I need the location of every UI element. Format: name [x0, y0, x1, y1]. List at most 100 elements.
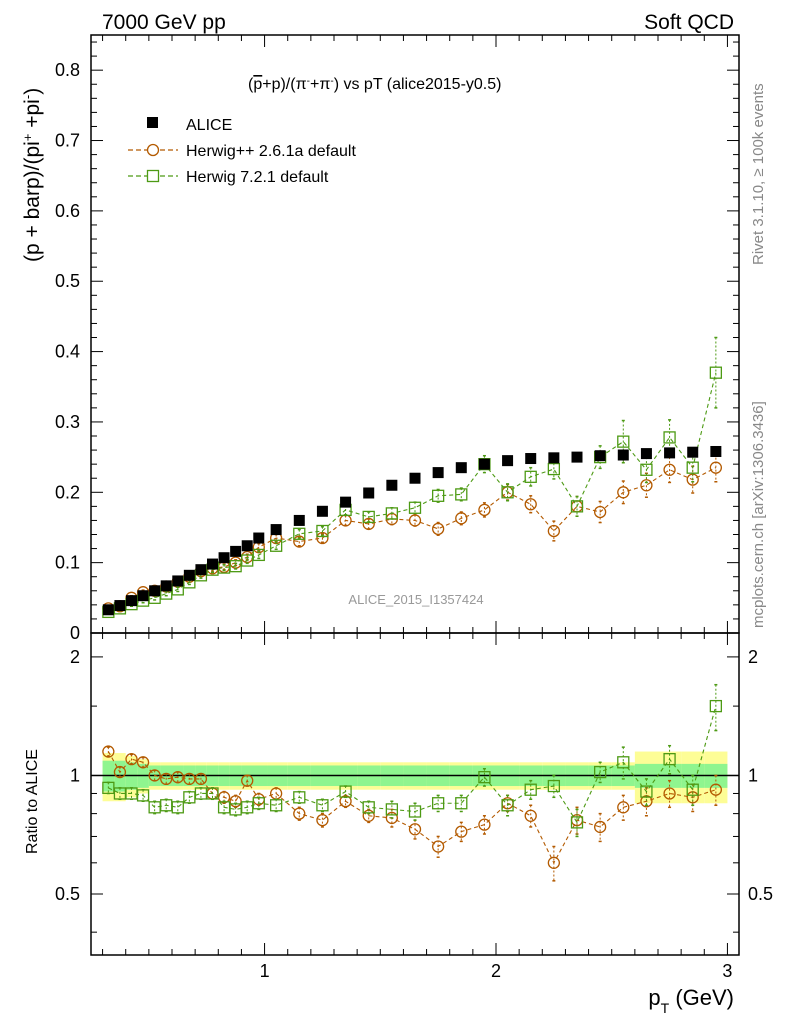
- alice-point: [218, 552, 230, 564]
- y-tick-label: 2: [70, 647, 80, 667]
- alice-point: [594, 450, 606, 462]
- alice-point: [340, 496, 352, 508]
- herwigpp-point: [524, 498, 537, 511]
- ratio-herwigpp-point: [125, 753, 138, 766]
- herwigpp-point: [547, 524, 561, 538]
- herwigpp-point: [478, 503, 491, 517]
- herwig7-point: [663, 431, 676, 444]
- ratio-herwigpp-point: [478, 818, 491, 831]
- herwig7-point: [362, 510, 375, 524]
- ratio-herwigpp-point: [194, 772, 208, 786]
- ratio-herwigpp-point: [455, 825, 468, 838]
- y-tick-label: 0.5: [55, 884, 80, 904]
- alice-point: [126, 595, 137, 607]
- ratio-herwigpp-point: [293, 807, 306, 820]
- y-tick-label: 1: [748, 765, 758, 785]
- ratio-herwig7-point: [524, 783, 537, 796]
- y-tick-label: 0.4: [55, 342, 80, 362]
- title-pbar: p: [253, 76, 262, 93]
- ratio-herwigpp-point: [547, 856, 561, 869]
- ratio-herwig7-point: [547, 779, 561, 793]
- ratio-herwigpp-point: [102, 745, 115, 758]
- ratio-herwigpp-point: [709, 783, 723, 796]
- herwigpp-line: [108, 467, 717, 609]
- ratio-herwig7-point: [339, 785, 352, 798]
- alice-point: [149, 585, 161, 597]
- alice-point: [432, 467, 444, 479]
- ratio-herwig7-point: [501, 799, 514, 812]
- x-tick-label: 1: [260, 961, 270, 981]
- herwig7-point: [524, 470, 537, 483]
- y-tick-label: 0.3: [55, 412, 80, 432]
- ratio-herwig7-point: [408, 805, 422, 818]
- ratio-herwig7-point: [269, 799, 283, 812]
- alice-point: [386, 479, 398, 491]
- ratio-herwigpp-point: [148, 769, 161, 782]
- herwig7-point: [316, 524, 329, 538]
- legend-alice-marker: [147, 117, 158, 128]
- alice-point: [617, 449, 629, 461]
- ratio-herwig7-point: [385, 803, 399, 816]
- y-tick-label: 0: [70, 623, 80, 643]
- alice-point: [102, 604, 114, 616]
- ratio-herwigpp-point: [241, 774, 254, 787]
- alice-point: [409, 472, 421, 484]
- herwigpp-point: [362, 517, 375, 531]
- y-tick-label: 0.1: [55, 553, 80, 573]
- alice-point: [114, 600, 126, 612]
- alice-point: [363, 487, 375, 499]
- y-tick-label: 0.6: [55, 201, 80, 221]
- analysis-watermark: ALICE_2015_I1357424: [348, 592, 483, 607]
- herwig7-point: [293, 527, 306, 540]
- alice-point: [293, 514, 305, 526]
- ratio-herwigpp-point: [524, 809, 537, 822]
- herwigpp-point: [709, 461, 723, 474]
- alice-point: [478, 458, 490, 470]
- main-axes: 0 0.1 0.2 0.3 0.4 0.5 0.6 0.7 0.8: [55, 35, 739, 643]
- alice-point: [195, 564, 207, 576]
- main-marks: [102, 336, 723, 619]
- ratio-frame: [90, 632, 740, 956]
- ratio-herwigpp-point: [113, 765, 127, 779]
- ratio-herwigpp-point: [136, 756, 150, 769]
- y-tick-label: 0.8: [55, 60, 80, 80]
- y-tick-label: 0.5: [748, 884, 773, 904]
- herwigpp-point: [431, 522, 445, 536]
- x-tick-label: 2: [491, 961, 501, 981]
- ratio-herwig7-point: [293, 791, 306, 804]
- legend-herwigpp-marker: [146, 143, 160, 157]
- herwigpp-point: [663, 463, 676, 476]
- main-panel: 0 0.1 0.2 0.3 0.4 0.5 0.6 0.7 0.8 (p+p)/(π-+π-) …: [20, 34, 740, 643]
- alice-point: [525, 453, 537, 465]
- alice-point: [316, 505, 328, 517]
- alice-point: [230, 545, 242, 557]
- ratio-herwig7-point: [640, 785, 653, 798]
- ratio-herwigpp-point: [316, 814, 329, 827]
- ratio-herwig7-point: [431, 797, 445, 810]
- herwig7-point: [408, 501, 422, 514]
- herwig7-point: [455, 488, 468, 501]
- herwig7-point: [617, 435, 630, 448]
- herwig7-point: [252, 548, 265, 562]
- ratio-herwigpp-point: [431, 840, 445, 853]
- alice-point: [455, 462, 467, 474]
- herwig7-point: [570, 500, 584, 513]
- ratio-axes: 1 2 3 0.5 0.5 1 1 2 2: [55, 633, 773, 981]
- ratio-herwig7-point: [362, 801, 375, 814]
- alice-point: [183, 569, 195, 581]
- alice-point: [640, 448, 652, 460]
- herwigpp-point: [293, 535, 306, 548]
- herwigpp-point: [455, 512, 468, 525]
- ratio-herwigpp-point: [663, 787, 676, 800]
- ratio-herwig7-point: [617, 756, 630, 769]
- herwigpp-point: [593, 505, 607, 519]
- x-axis-label: pT (GeV): [648, 985, 734, 1016]
- herwigpp-point: [617, 486, 630, 499]
- ratio-herwig7-point: [171, 801, 184, 814]
- ratio-herwig7-point: [316, 799, 329, 812]
- alice-point: [137, 590, 149, 602]
- herwig7-point: [686, 461, 699, 474]
- ratio-y-axis-label: Ratio to ALICE: [24, 749, 41, 854]
- ratio-herwig7-point: [252, 797, 265, 810]
- y-tick-label: 0.7: [55, 131, 80, 151]
